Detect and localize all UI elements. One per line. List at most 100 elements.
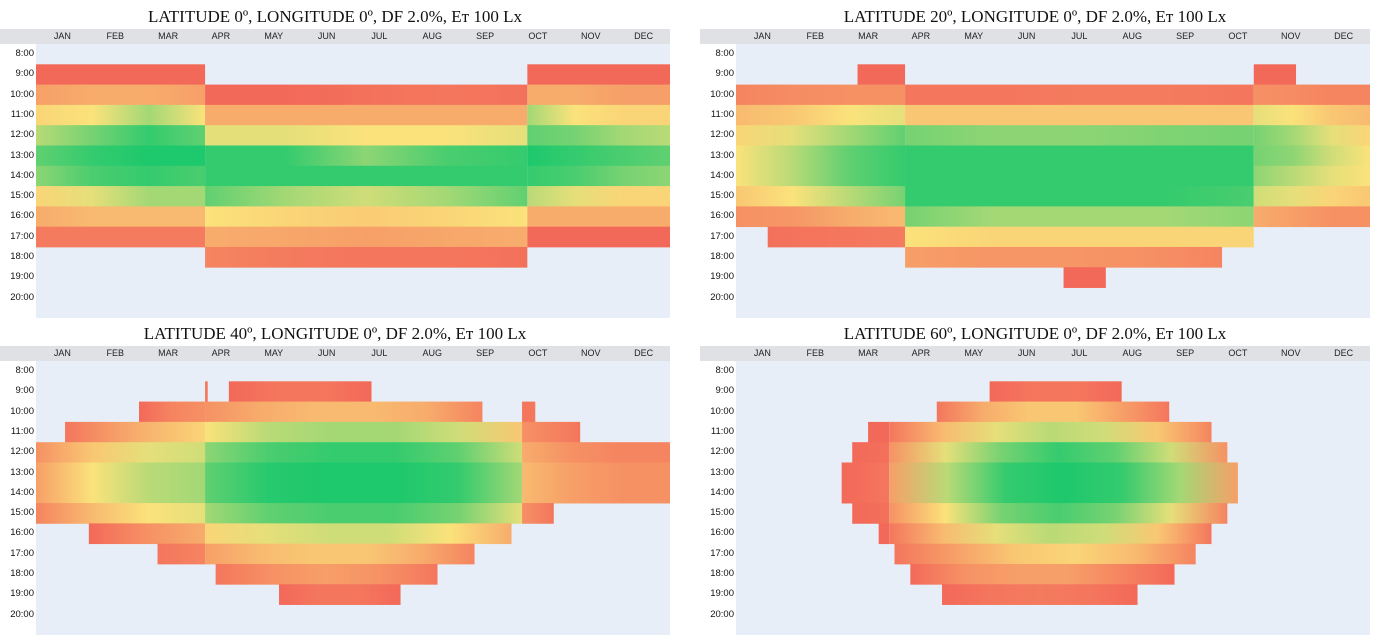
hour-label: 13:00 bbox=[710, 149, 734, 161]
plot-area bbox=[36, 361, 670, 635]
hour-label: 9:00 bbox=[15, 385, 35, 397]
month-header: JAN FEB MAR APR MAY JUN JUL AUG SEP OCT NOV DEC bbox=[0, 346, 670, 361]
month-label: JAN bbox=[53, 31, 71, 41]
heatmap-cell bbox=[88, 523, 206, 545]
heatmap-cell bbox=[205, 226, 528, 248]
heatmap-cell bbox=[905, 165, 1254, 187]
month-label: MAY bbox=[264, 31, 284, 41]
month-label: JUL bbox=[1071, 31, 1088, 41]
heatmap-cell bbox=[989, 381, 1122, 402]
chart-title: LATITUDE 40º, LONGITUDE 0º, DF 2.0%, Eᴛ … bbox=[143, 324, 527, 343]
heatmap-cell bbox=[527, 165, 670, 187]
heatmap-cell bbox=[65, 421, 206, 443]
month-label: MAR bbox=[158, 348, 179, 358]
hour-label: 9:00 bbox=[715, 385, 735, 397]
heatmap-cell bbox=[522, 462, 670, 484]
hour-label: 8:00 bbox=[715, 365, 735, 377]
hour-label: 17:00 bbox=[10, 547, 34, 559]
hour-label: 15:00 bbox=[10, 190, 34, 202]
heatmap-cell bbox=[36, 462, 206, 484]
month-header: JAN FEB MAR APR MAY JUN JUL AUG SEP OCT NOV DEC bbox=[0, 29, 670, 44]
heatmap-cell bbox=[205, 206, 528, 228]
month-label: JAN bbox=[53, 348, 71, 358]
heatmap-cell bbox=[205, 165, 528, 187]
hour-label: 9:00 bbox=[715, 68, 735, 80]
heatmap-cell bbox=[522, 503, 554, 524]
heatmap-cell bbox=[228, 381, 372, 402]
heatmap-cell bbox=[36, 165, 206, 187]
hour-label: 13:00 bbox=[710, 466, 734, 478]
month-label: MAR bbox=[158, 31, 179, 41]
month-label: SEP bbox=[1176, 31, 1195, 41]
hour-label: 15:00 bbox=[10, 507, 34, 519]
heatmap-cell bbox=[889, 523, 1212, 545]
heatmap-cell bbox=[205, 503, 523, 524]
heatmap-cell bbox=[522, 482, 670, 504]
hour-label: 13:00 bbox=[10, 466, 34, 478]
month-label: APR bbox=[911, 31, 931, 41]
hour-label: 14:00 bbox=[710, 486, 734, 498]
hour-label: 11:00 bbox=[10, 425, 34, 437]
hour-label: 12:00 bbox=[10, 446, 34, 458]
heatmap-cell bbox=[36, 482, 206, 504]
heatmap-cell bbox=[205, 482, 523, 504]
heatmap-cell bbox=[527, 186, 670, 207]
chart-title: LATITUDE 60º, LONGITUDE 0º, DF 2.0%, Eᴛ … bbox=[843, 324, 1227, 343]
heatmap-cell bbox=[1253, 64, 1297, 85]
heatmap-cell bbox=[139, 401, 206, 423]
heatmap-cell bbox=[527, 226, 670, 248]
heatmap-cell bbox=[36, 442, 206, 463]
heatmap-cell bbox=[905, 104, 1254, 126]
heatmap-cell bbox=[527, 84, 670, 106]
hour-label: 15:00 bbox=[710, 507, 734, 519]
hour-label: 11:00 bbox=[710, 108, 734, 120]
month-label: NOV bbox=[580, 31, 601, 41]
month-label: AUG bbox=[1122, 31, 1143, 41]
hour-label: 19:00 bbox=[10, 271, 34, 283]
heatmap-cell bbox=[205, 381, 208, 402]
heatmap-cell bbox=[36, 125, 206, 146]
hour-label: 10:00 bbox=[710, 405, 734, 417]
heatmap-cell bbox=[736, 84, 906, 106]
heatmap-panel-lat40: LATITUDE 40º, LONGITUDE 0º, DF 2.0%, Eᴛ … bbox=[0, 323, 670, 641]
month-label: DEC bbox=[634, 31, 654, 41]
heatmap-cell bbox=[889, 421, 1212, 443]
month-header: JAN FEB MAR APR MAY JUN JUL AUG SEP OCT NOV DEC bbox=[700, 29, 1370, 44]
month-label: FEB bbox=[806, 31, 825, 41]
heatmap-cell bbox=[279, 584, 401, 605]
heatmap-cell bbox=[936, 401, 1170, 423]
hour-label: 16:00 bbox=[10, 210, 34, 222]
heatmap-cell bbox=[942, 584, 1138, 605]
chart-title: LATITUDE 0º, LONGITUDE 0º, DF 2.0%, Eᴛ 1… bbox=[148, 7, 522, 26]
heatmap-cell bbox=[527, 104, 670, 126]
hour-label: 10:00 bbox=[710, 88, 734, 100]
heatmap-cell bbox=[767, 226, 906, 248]
heatmap-cell bbox=[522, 442, 670, 463]
hour-label: 14:00 bbox=[710, 169, 734, 181]
heatmap-cell bbox=[878, 523, 890, 545]
month-label: SEP bbox=[476, 348, 495, 358]
heatmap-cell bbox=[889, 482, 1238, 504]
heatmap-cell bbox=[527, 64, 670, 85]
heatmap-cell bbox=[36, 226, 206, 248]
hour-label: 19:00 bbox=[710, 271, 734, 283]
heatmap-cell bbox=[36, 503, 206, 524]
heatmap-cell bbox=[522, 401, 536, 423]
heatmap-cell bbox=[905, 206, 1254, 228]
month-label: JAN bbox=[753, 348, 771, 358]
heatmap-cell bbox=[205, 442, 523, 463]
heatmap-cell bbox=[736, 145, 906, 167]
month-label: JUN bbox=[317, 348, 336, 358]
month-label: JUN bbox=[1017, 348, 1036, 358]
heatmap-svg bbox=[36, 64, 670, 268]
month-header: JAN FEB MAR APR MAY JUN JUL AUG SEP OCT NOV DEC bbox=[700, 346, 1370, 361]
heatmap-cell bbox=[205, 84, 528, 106]
heatmap-cell bbox=[905, 84, 1254, 106]
month-label: JUN bbox=[317, 31, 336, 41]
month-label: JUL bbox=[371, 348, 388, 358]
heatmap-cell bbox=[894, 543, 1196, 565]
month-label: MAR bbox=[858, 31, 879, 41]
heatmap-cell bbox=[1063, 267, 1106, 288]
hour-label: 12:00 bbox=[10, 129, 34, 141]
heatmap-cell bbox=[857, 64, 906, 85]
